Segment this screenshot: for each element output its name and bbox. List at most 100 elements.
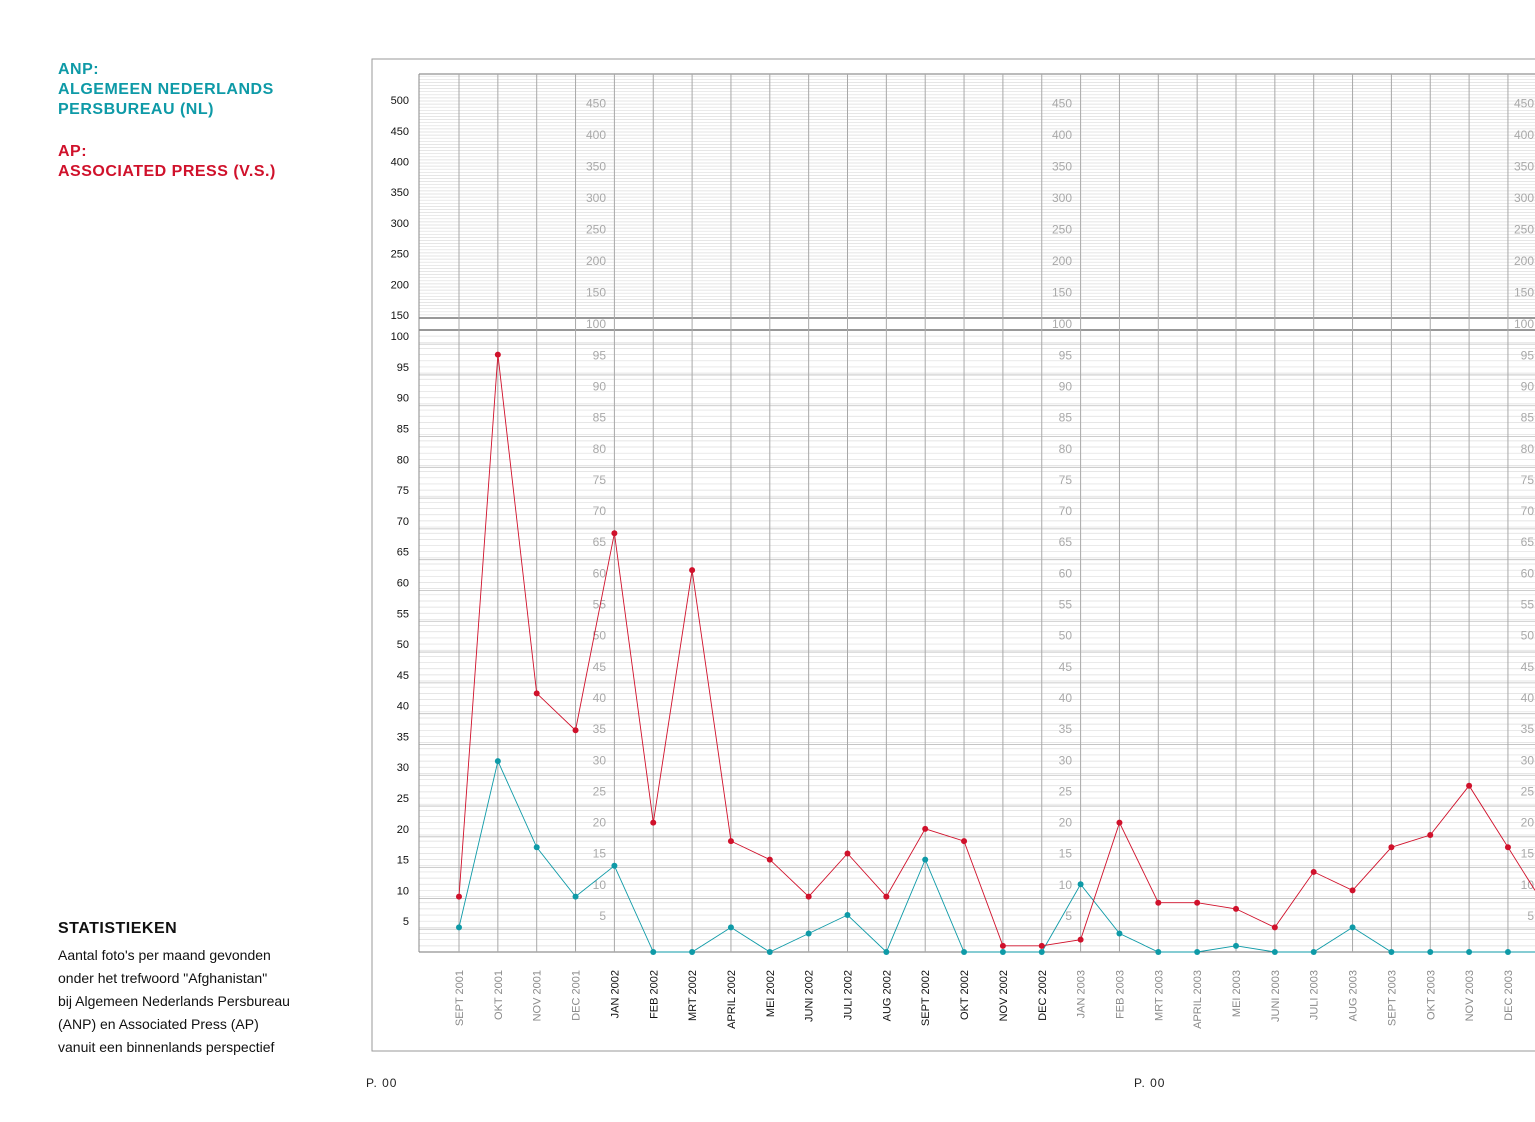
statistics-title: STATISTIEKEN: [58, 920, 178, 937]
data-point-anp: [1504, 949, 1511, 955]
y-tick-label: 45: [397, 670, 409, 682]
y-tick-label: 40: [397, 701, 409, 713]
data-point-anp: [533, 844, 540, 851]
data-point-anp: [727, 924, 734, 931]
statistics-line: bij Algemeen Nederlands Persbureau: [58, 993, 290, 1009]
data-point-ap: [1155, 899, 1162, 906]
data-point-ap: [1427, 831, 1434, 838]
inner-y-tick-label: 35: [593, 722, 607, 736]
y-tick-label: 95: [397, 362, 409, 374]
data-point-ap: [1504, 844, 1511, 851]
inner-y-tick-label: 350: [1514, 160, 1534, 174]
x-tick-label: MEI 2003: [1231, 970, 1243, 1017]
inner-y-tick-label: 65: [1059, 535, 1073, 549]
data-point-anp: [922, 856, 929, 863]
inner-y-tick-label: 60: [1521, 566, 1535, 580]
inner-y-tick-label: 70: [1521, 504, 1535, 518]
data-point-ap: [1194, 899, 1201, 906]
x-tick-label: FEB 2002: [648, 970, 660, 1019]
statistics-line: Aantal foto's per maand gevonden: [58, 947, 271, 963]
inner-y-tick-label: 75: [593, 473, 607, 487]
data-point-ap: [611, 530, 618, 537]
data-point-anp: [456, 924, 462, 931]
inner-y-tick-label: 350: [586, 160, 606, 174]
x-tick-label: OKT 2003: [1425, 970, 1437, 1020]
inner-y-tick-label: 40: [1059, 691, 1073, 705]
inner-y-tick-label: 400: [1514, 128, 1534, 142]
inner-y-tick-label: 60: [593, 566, 607, 580]
x-tick-label: AUG 2002: [881, 970, 893, 1021]
data-point-anp: [650, 949, 657, 955]
data-point-ap: [1233, 905, 1239, 912]
inner-y-tick-label: 450: [1052, 97, 1072, 111]
y-tick-label: 75: [397, 485, 409, 497]
x-tick-label: OKT 2001: [493, 970, 505, 1020]
inner-y-tick-label: 55: [593, 598, 607, 612]
series-line-anp: [458, 759, 1535, 953]
data-point-ap: [883, 893, 890, 900]
inner-y-tick-label: 400: [586, 128, 606, 142]
inner-y-tick-label: 20: [1521, 816, 1535, 830]
x-tick-label: JULI 2002: [843, 970, 855, 1020]
data-point-ap: [1310, 868, 1317, 875]
inner-y-tick-label: 80: [1521, 442, 1535, 456]
data-point-ap: [805, 893, 812, 900]
inner-y-tick-label: 450: [1514, 97, 1534, 111]
inner-y-tick-label: 15: [593, 847, 607, 861]
inner-y-tick-label: 75: [1521, 473, 1535, 487]
y-tick-label: 15: [397, 855, 409, 867]
x-tick-label: NOV 2001: [532, 970, 544, 1021]
y-tick-label: 20: [397, 824, 409, 836]
chart-frame: [371, 58, 1535, 1052]
inner-y-tick-label: 150: [1514, 286, 1534, 300]
x-tick-label: FEB 2003: [1114, 970, 1126, 1019]
data-point-ap: [1466, 782, 1473, 789]
y-tick-label: 50: [397, 639, 409, 651]
data-point-anp: [1349, 924, 1356, 931]
y-tick-label: 65: [397, 547, 409, 559]
y-tick-label: 100: [391, 331, 409, 343]
data-point-anp: [961, 949, 968, 955]
data-point-anp: [1116, 930, 1123, 937]
data-point-anp: [766, 949, 773, 955]
inner-y-tick-label: 200: [586, 254, 606, 268]
data-point-ap: [494, 351, 501, 358]
data-point-ap: [961, 838, 968, 845]
inner-y-tick-label: 200: [1514, 254, 1534, 268]
inner-y-tick-label: 45: [593, 660, 607, 674]
data-point-anp: [1077, 881, 1084, 888]
inner-y-tick-label: 350: [1052, 160, 1072, 174]
inner-y-tick-label: 35: [1521, 722, 1535, 736]
data-point-ap: [922, 825, 929, 832]
y-tick-label: 500: [391, 95, 409, 107]
y-tick-label: 60: [397, 577, 409, 589]
y-tick-label: 200: [391, 279, 409, 291]
inner-y-tick-label: 50: [593, 629, 607, 643]
data-point-ap: [1388, 844, 1395, 851]
inner-y-tick-label: 95: [1059, 348, 1073, 362]
data-point-anp: [1310, 949, 1317, 955]
inner-y-tick-label: 50: [1059, 629, 1073, 643]
y-tick-label: 150: [391, 310, 409, 322]
data-point-anp: [1427, 949, 1434, 955]
x-tick-label: JUNI 2002: [804, 970, 816, 1022]
legend-anp-name-line1: ALGEMEEN NEDERLANDS: [58, 81, 274, 98]
inner-y-tick-label: 10: [593, 878, 607, 892]
inner-y-tick-label: 85: [1521, 411, 1535, 425]
legend-anp-title: ANP:: [58, 61, 100, 78]
inner-y-tick-label: 250: [1052, 223, 1072, 237]
x-tick-label: JULI 2003: [1309, 970, 1321, 1020]
inner-y-tick-label: 65: [1521, 535, 1535, 549]
inner-y-tick-label: 85: [593, 411, 607, 425]
statistics-line: vanuit een binnenlands perspectief: [58, 1039, 275, 1055]
data-point-ap: [766, 856, 773, 863]
legend-ap: AP: ASSOCIATED PRESS (V.S.): [58, 142, 276, 182]
inner-y-tick-label: 50: [1521, 629, 1535, 643]
inner-y-tick-label: 15: [1059, 847, 1073, 861]
x-tick-label: MEI 2002: [765, 970, 777, 1017]
inner-y-tick-label: 90: [1521, 379, 1535, 393]
x-tick-label: APRIL 2002: [726, 970, 738, 1029]
inner-y-tick-label: 80: [593, 442, 607, 456]
inner-y-tick-label: 300: [1514, 191, 1534, 205]
x-tick-label: SEPT 2003: [1386, 970, 1398, 1026]
